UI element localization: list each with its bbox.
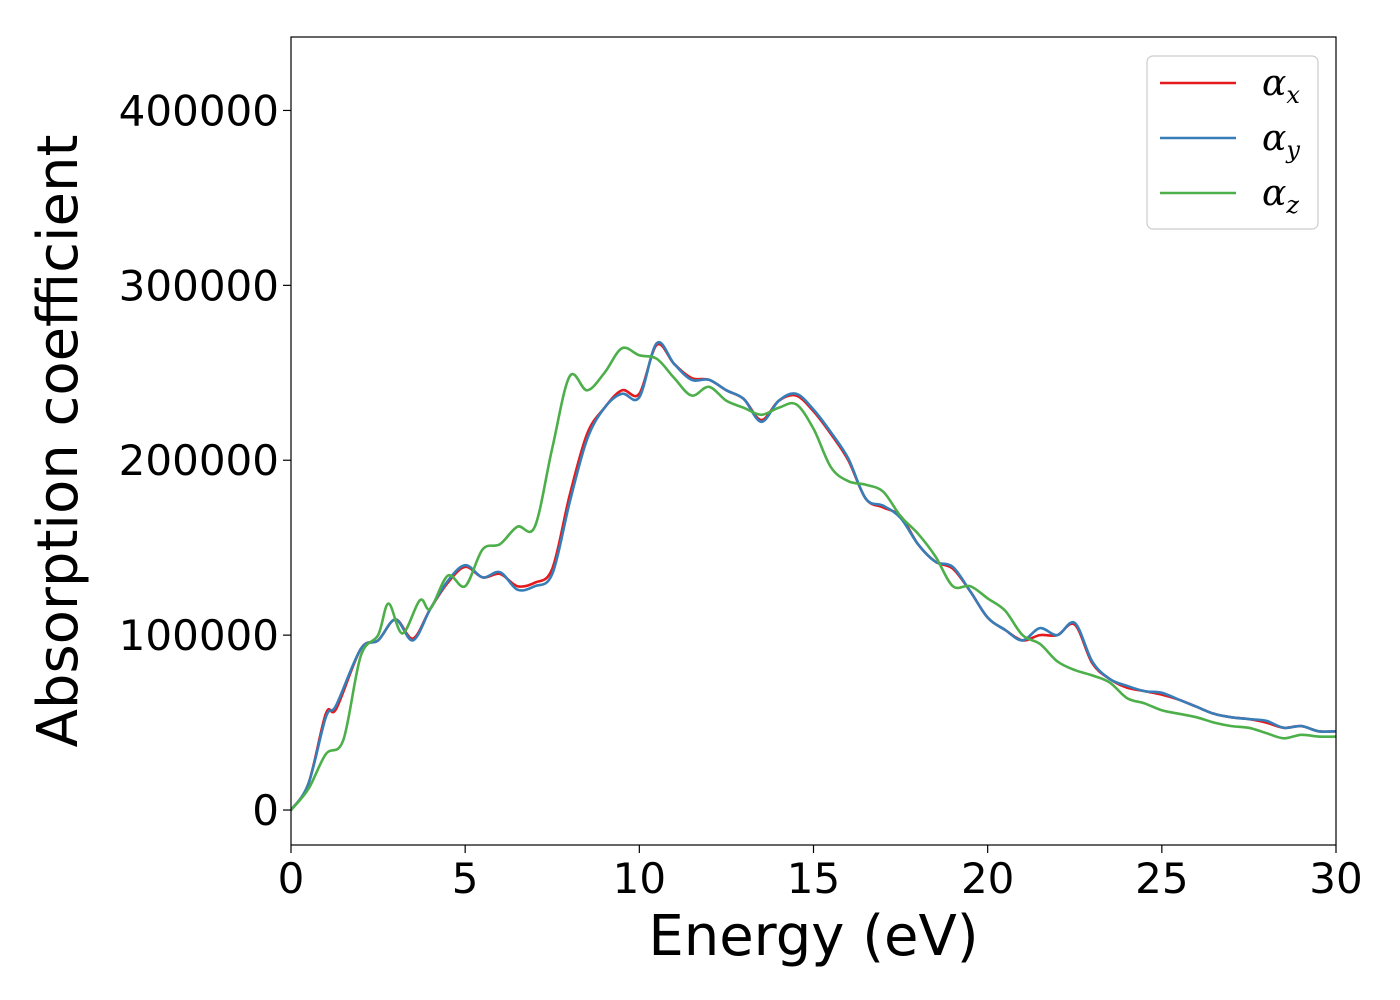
y-axis: 0 100000 200000 300000 400000 [119,86,291,835]
y-tick-label: 100000 [119,611,279,660]
x-tick-label: 20 [961,854,1014,903]
x-tick-label: 10 [613,854,666,903]
y-tick-label: 0 [252,786,279,835]
y-axis-title: Absorption coefficient [26,135,91,748]
series-lines [291,340,1336,812]
x-tick-label: 30 [1309,854,1362,903]
x-tick-label: 5 [452,854,479,903]
legend-box [1146,55,1319,230]
y-tick-label: 400000 [119,86,279,135]
y-tick-label: 300000 [119,261,279,310]
x-tick-label: 15 [787,854,840,903]
x-tick-label: 0 [278,854,305,903]
x-axis: 0 5 10 15 20 25 30 [278,845,1363,903]
x-axis-title: Energy (eV) [648,904,978,969]
x-tick-label: 25 [1135,854,1188,903]
series-line-alpha-y [291,340,1336,812]
y-tick-label: 200000 [119,436,279,485]
series-line-alpha-z [291,346,1336,812]
